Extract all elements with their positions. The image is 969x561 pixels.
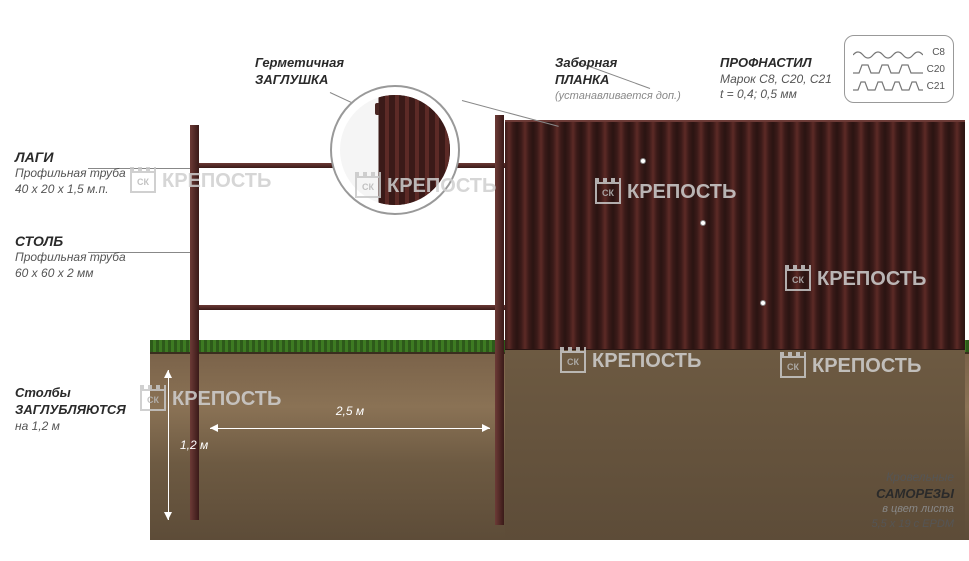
rail-bottom [195,305,505,310]
label-sub: Профильная труба [15,166,126,182]
watermark: СККРЕПОСТЬ [595,181,736,204]
label-sub: 60 х 60 х 2 мм [15,266,126,282]
label-sub: (устанавливается доп.) [555,89,681,103]
label-sub: на 1,2 м [15,419,126,435]
watermark: СККРЕПОСТЬ [355,175,496,198]
callout-dot [640,158,646,164]
label-sub: 5,5 х 19 с EPDM [871,517,954,531]
label-stolb: СТОЛБ Профильная труба 60 х 60 х 2 мм [15,232,126,281]
label-plank: Заборная ПЛАНКА (устанавливается доп.) [555,55,681,103]
label-title: Столбы [15,385,126,402]
label-depth: Столбы ЗАГЛУБЛЯЮТСЯ на 1,2 м [15,385,126,434]
label-sub: в цвет листа [871,502,954,516]
profile-label: C8 [932,47,945,58]
profile-row: C20 [853,62,945,76]
label-cap: Герметичная ЗАГЛУШКА [255,55,344,89]
label-screws: Кровельные САМОРЕЗЫ в цвет листа 5,5 х 1… [871,470,954,531]
label-title: ЗАГЛУШКА [255,72,344,89]
profnastil-panel [505,120,965,350]
profile-label: C21 [927,81,945,92]
watermark: СККРЕПОСТЬ [780,355,921,378]
dimension-value: 1,2 м [180,438,208,452]
profile-types-box: C8 C20 C21 [844,35,954,103]
watermark: СККРЕПОСТЬ [140,388,281,411]
watermark: СККРЕПОСТЬ [785,268,926,291]
label-title: ЗАГЛУБЛЯЮТСЯ [15,402,126,419]
profile-row: C21 [853,79,945,93]
label-title: ЛАГИ [15,148,126,166]
callout-dot [760,300,766,306]
label-title: ПРОФНАСТИЛ [720,55,832,72]
label-title: САМОРЕЗЫ [871,486,954,503]
dimension-value: 2,5 м [336,404,364,418]
label-title: СТОЛБ [15,232,126,250]
label-sub: Профильная труба [15,250,126,266]
label-sub: t = 0,4; 0,5 мм [720,87,832,103]
profile-row: C8 [853,45,945,59]
label-title: Заборная [555,55,681,72]
watermark: СККРЕПОСТЬ [130,170,271,193]
label-title: Герметичная [255,55,344,72]
watermark: СККРЕПОСТЬ [560,350,701,373]
label-profnastil: ПРОФНАСТИЛ Марок С8, С20, С21 t = 0,4; 0… [720,55,832,103]
label-sub: 40 х 20 х 1,5 м.п. [15,182,126,198]
label-lagi: ЛАГИ Профильная труба 40 х 20 х 1,5 м.п. [15,148,126,197]
label-sub: Марок С8, С20, С21 [720,72,832,88]
profile-label: C20 [927,64,945,75]
callout-dot [700,220,706,226]
label-title: ПЛАНКА [555,72,681,89]
label-sub: Кровельные [871,470,954,486]
